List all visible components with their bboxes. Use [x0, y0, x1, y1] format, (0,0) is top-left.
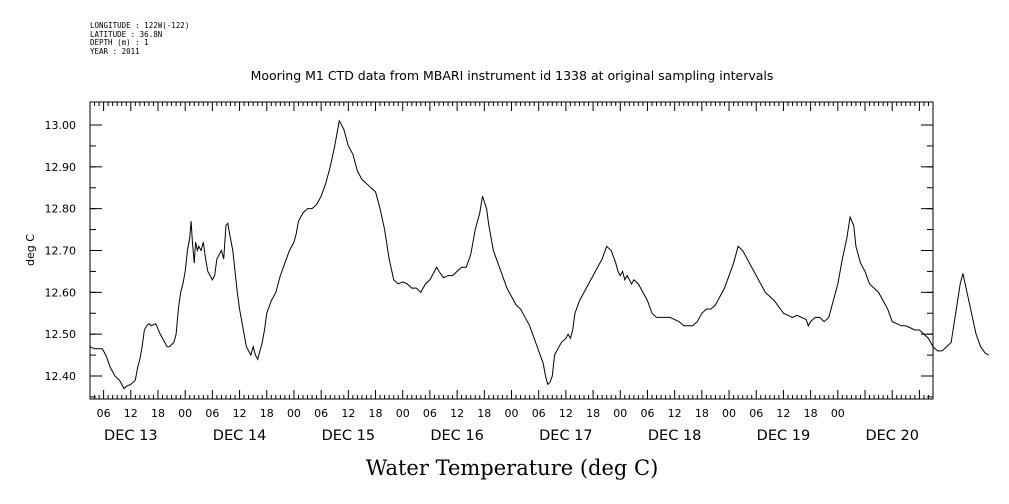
y-tick-label: 12.40 — [45, 370, 77, 383]
x-day-label: DEC 14 — [213, 428, 267, 444]
x-axis: 06 12 18 00 06 12 18 00 06 12 18 00 06 12 18 00 06 12 18 00… — [94, 102, 929, 444]
x-hour-label: 00 — [178, 407, 192, 420]
x-hour-label: 18 — [477, 407, 491, 420]
x-hour-label: 18 — [151, 407, 165, 420]
x-day-label: DEC 20 — [865, 428, 919, 444]
x-hour-label: 12 — [450, 407, 464, 420]
x-hour-label: 18 — [804, 407, 818, 420]
latitude-label: LATITUDE : 36.8N — [90, 29, 163, 39]
x-hour-label: 06 — [97, 407, 111, 420]
x-hour-label: 00 — [831, 407, 845, 420]
x-hour-label: 06 — [532, 407, 546, 420]
x-hour-label: 12 — [668, 407, 682, 420]
x-hour-label: 06 — [314, 407, 328, 420]
y-tick-label: 12.90 — [45, 161, 77, 174]
x-hour-label: 00 — [396, 407, 410, 420]
x-hour-label: 12 — [341, 407, 355, 420]
x-hour-label: 06 — [423, 407, 437, 420]
x-hour-label: 12 — [559, 407, 573, 420]
y-tick-label: 12.50 — [45, 328, 77, 341]
x-day-label: DEC 19 — [757, 428, 811, 444]
x-hour-label: 12 — [776, 407, 790, 420]
x-hour-label: 12 — [124, 407, 138, 420]
chart-title: Mooring M1 CTD data from MBARI instrumen… — [251, 68, 774, 83]
x-day-label: DEC 17 — [539, 428, 593, 444]
x-hour-label: 00 — [722, 407, 736, 420]
y-axis-label: deg C — [24, 234, 37, 266]
x-hour-label: 18 — [695, 407, 709, 420]
x-hour-label: 18 — [586, 407, 600, 420]
x-hour-label: 00 — [287, 407, 301, 420]
x-hour-label: 06 — [749, 407, 763, 420]
x-hour-label: 06 — [205, 407, 219, 420]
x-day-label: DEC 18 — [648, 428, 702, 444]
x-hour-label: 18 — [260, 407, 274, 420]
x-hour-label: 12 — [233, 407, 247, 420]
x-hour-label: 00 — [613, 407, 627, 420]
y-tick-label: 12.80 — [45, 203, 77, 216]
longitude-label: LONGITUDE : 122W(-122) — [90, 21, 190, 30]
x-hour-label: 06 — [640, 407, 654, 420]
y-tick-label: 12.60 — [45, 286, 77, 299]
plot-frame — [89, 101, 934, 400]
y-tick-label: 13.00 — [45, 119, 77, 132]
metadata-block: LONGITUDE : 122W(-122) LATITUDE : 36.8N … — [90, 21, 190, 56]
x-day-label: DEC 16 — [430, 428, 484, 444]
x-hour-label: 00 — [505, 407, 519, 420]
x-day-label: DEC 13 — [104, 428, 158, 444]
y-axis: 12.40 12.50 12.60 12.70 12.80 12.90 13.00 — [45, 119, 933, 398]
depth-label: DEPTH (m) : 1 — [90, 38, 149, 48]
x-axis-label: Water Temperature (deg C) — [366, 456, 659, 480]
x-day-label: DEC 15 — [322, 428, 376, 444]
y-tick-label: 12.70 — [45, 245, 77, 258]
year-label: YEAR : 2011 — [90, 46, 140, 56]
water-temperature-line — [89, 119, 989, 390]
x-hour-label: 18 — [369, 407, 383, 420]
